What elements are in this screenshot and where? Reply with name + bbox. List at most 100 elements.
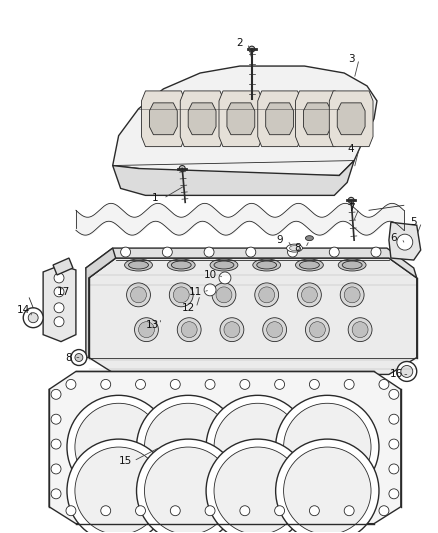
Circle shape (51, 489, 61, 499)
Circle shape (206, 395, 309, 499)
Circle shape (181, 322, 197, 337)
Circle shape (397, 361, 417, 382)
Ellipse shape (129, 261, 148, 269)
Circle shape (131, 287, 146, 303)
Circle shape (216, 287, 232, 303)
Circle shape (170, 379, 180, 389)
Polygon shape (329, 91, 373, 147)
Text: 2: 2 (237, 38, 243, 48)
Circle shape (348, 318, 372, 342)
Circle shape (120, 247, 131, 257)
Ellipse shape (342, 261, 362, 269)
Ellipse shape (253, 259, 281, 271)
Polygon shape (53, 258, 73, 275)
Circle shape (309, 506, 319, 516)
Circle shape (66, 379, 76, 389)
Polygon shape (86, 248, 116, 358)
Circle shape (206, 439, 309, 533)
Circle shape (397, 234, 413, 250)
Polygon shape (49, 372, 401, 523)
Text: 7: 7 (348, 203, 354, 213)
Polygon shape (89, 258, 417, 375)
Circle shape (255, 283, 279, 307)
Polygon shape (219, 91, 263, 147)
Circle shape (340, 283, 364, 307)
Circle shape (267, 322, 283, 337)
Ellipse shape (305, 236, 314, 240)
Circle shape (259, 287, 275, 303)
Circle shape (389, 389, 399, 399)
Circle shape (179, 166, 185, 172)
Circle shape (145, 447, 232, 533)
Circle shape (54, 317, 64, 327)
Ellipse shape (300, 261, 319, 269)
Ellipse shape (296, 259, 323, 271)
Ellipse shape (210, 259, 238, 271)
Polygon shape (149, 103, 177, 135)
Circle shape (297, 283, 321, 307)
Circle shape (288, 247, 297, 257)
Circle shape (309, 379, 319, 389)
Text: 3: 3 (348, 54, 354, 64)
Circle shape (219, 272, 231, 284)
Circle shape (170, 506, 180, 516)
Circle shape (204, 284, 216, 296)
Circle shape (401, 366, 413, 377)
Circle shape (344, 287, 360, 303)
Circle shape (101, 506, 111, 516)
Ellipse shape (290, 246, 300, 251)
Circle shape (212, 283, 236, 307)
Text: 4: 4 (348, 143, 354, 154)
Text: 10: 10 (204, 270, 217, 280)
Text: 11: 11 (188, 287, 202, 297)
Ellipse shape (171, 261, 191, 269)
Circle shape (71, 350, 87, 366)
Circle shape (162, 247, 172, 257)
Polygon shape (296, 91, 339, 147)
Circle shape (246, 247, 256, 257)
Circle shape (67, 439, 170, 533)
Polygon shape (180, 91, 224, 147)
Circle shape (173, 287, 189, 303)
Circle shape (283, 403, 371, 491)
Text: 15: 15 (119, 456, 132, 466)
Text: 17: 17 (57, 287, 70, 297)
Circle shape (101, 379, 111, 389)
Circle shape (67, 395, 170, 499)
Circle shape (137, 395, 240, 499)
Circle shape (54, 303, 64, 313)
Polygon shape (141, 91, 185, 147)
Circle shape (137, 439, 240, 533)
Circle shape (275, 506, 285, 516)
Circle shape (275, 379, 285, 389)
Circle shape (309, 322, 325, 337)
Ellipse shape (214, 261, 234, 269)
Circle shape (138, 322, 155, 337)
Circle shape (134, 318, 159, 342)
Circle shape (214, 447, 301, 533)
Circle shape (352, 322, 368, 337)
Circle shape (283, 447, 371, 533)
Circle shape (51, 464, 61, 474)
Polygon shape (258, 91, 301, 147)
Polygon shape (86, 248, 417, 278)
Circle shape (305, 318, 329, 342)
Circle shape (276, 395, 379, 499)
Text: 8: 8 (66, 352, 72, 362)
Polygon shape (43, 265, 76, 342)
Circle shape (348, 197, 354, 203)
Circle shape (220, 318, 244, 342)
Text: 13: 13 (146, 320, 159, 330)
Circle shape (75, 447, 162, 533)
Circle shape (240, 506, 250, 516)
Circle shape (51, 414, 61, 424)
Polygon shape (389, 222, 421, 260)
Circle shape (127, 283, 150, 307)
Polygon shape (113, 160, 354, 196)
Circle shape (177, 318, 201, 342)
Circle shape (379, 506, 389, 516)
Circle shape (389, 414, 399, 424)
Polygon shape (113, 66, 377, 175)
Text: 14: 14 (17, 305, 30, 315)
Text: 12: 12 (182, 303, 195, 313)
